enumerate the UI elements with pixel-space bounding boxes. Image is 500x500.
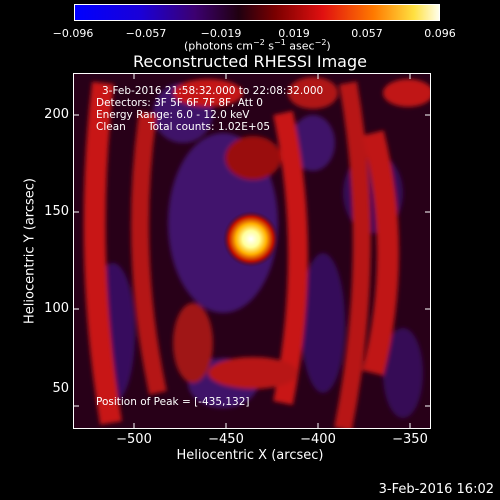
colorbar-tick: −0.019 (200, 27, 242, 40)
annotation-energy: Energy Range: 6.0 - 12.0 keV (96, 109, 250, 121)
plot-title: Reconstructed RHESSI Image (133, 52, 367, 71)
reconstructed-image (73, 73, 431, 429)
annotation-method: Clean (96, 121, 126, 133)
y-tick-label: 50 (52, 381, 69, 396)
colorbar-tick: −0.096 (52, 27, 94, 40)
colorbar-tick: −0.057 (125, 27, 167, 40)
annotation-time-range: 3-Feb-2016 21:58:32.000 to 22:08:32.000 (102, 85, 324, 97)
x-axis-label: Heliocentric X (arcsec) (176, 448, 324, 463)
annotation-detectors: Detectors: 3F 5F 6F 7F 8F, Att 0 (96, 97, 263, 109)
x-tick-label: −450 (208, 432, 244, 447)
annotation-counts: Total counts: 1.02E+05 (148, 121, 271, 133)
colorbar-tick: 0.019 (278, 27, 310, 40)
colorbar-tick: 0.057 (351, 27, 383, 40)
y-tick-label: 200 (44, 107, 69, 122)
colorbar-units: (photons cm−2 s−1 asec−2) (184, 38, 331, 53)
x-tick-label: −350 (392, 432, 428, 447)
annotation-peak-position: Position of Peak = [-435,132] (96, 396, 250, 408)
colorbar (74, 4, 440, 21)
y-tick-label: 150 (44, 204, 69, 219)
footer-timestamp: 3-Feb-2016 16:02 (378, 482, 494, 497)
x-tick-label: −400 (300, 432, 336, 447)
flare-peak (223, 211, 279, 267)
y-tick-label: 100 (44, 301, 69, 316)
x-tick-label: −500 (116, 432, 152, 447)
colorbar-tick: 0.096 (424, 27, 456, 40)
y-axis-label: Heliocentric Y (arcsec) (22, 178, 38, 324)
